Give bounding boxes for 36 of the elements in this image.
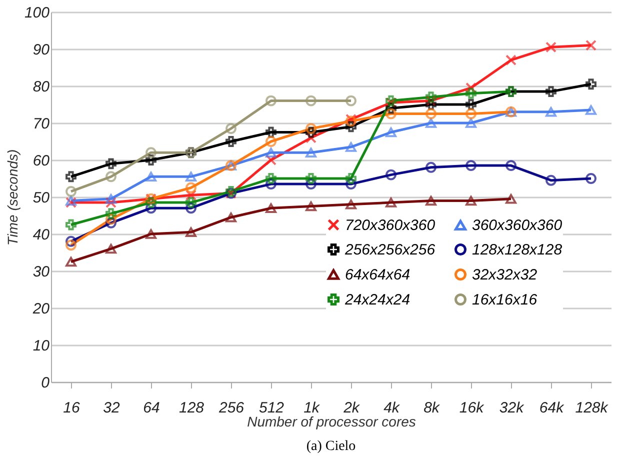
y-tick-label: 100 (24, 4, 50, 22)
legend-label: 64x64x64 (345, 266, 410, 284)
x-tick-label: 64k (539, 400, 566, 416)
y-tick-label: 20 (32, 300, 50, 318)
x-tick-label: 1k (304, 400, 321, 416)
y-tick-label: 80 (32, 78, 50, 96)
y-tick-label: 70 (32, 116, 50, 132)
y-tick-label: 30 (32, 264, 50, 280)
x-tick-label: 32 (103, 400, 120, 416)
x-tick-label: 32k (499, 400, 526, 416)
text: (a) Cielo (306, 439, 356, 454)
y-tick-label: 90 (32, 42, 50, 58)
y-tick-label: 0 (41, 374, 50, 392)
y-tick-label: 40 (32, 226, 50, 244)
y-tick-label: 50 (32, 190, 50, 206)
x-axis-title: Number of processor cores (247, 414, 416, 430)
x-tick-label: 64 (143, 400, 160, 416)
x-tick-label: 16 (63, 400, 80, 416)
x-tick-label: 512 (258, 400, 285, 416)
x-tick-label: 16k (459, 400, 486, 416)
x-tick-label: 256 (218, 400, 245, 416)
y-tick-label: 60 (32, 152, 50, 170)
legend-label: 256x256x256 (344, 242, 436, 258)
legend-label: 360x360x360 (472, 217, 563, 234)
x-tick-label: 8k (424, 400, 441, 416)
legend-label: 32x32x32 (472, 266, 538, 284)
legend-label: 24x24x24 (344, 292, 410, 308)
y-axis-title: Time (seconds) (4, 149, 20, 246)
y-tick-label: 10 (32, 338, 50, 354)
x-tick-label: 4k (384, 400, 401, 416)
x-tick-label: 128k (575, 400, 610, 416)
legend-label: 128x128x128 (472, 242, 563, 258)
legend-label: 720x360x360 (345, 216, 436, 234)
x-tick-label: 128 (178, 400, 205, 416)
legend-label: 16x16x16 (472, 292, 538, 308)
x-tick-label: 2k (342, 400, 361, 416)
